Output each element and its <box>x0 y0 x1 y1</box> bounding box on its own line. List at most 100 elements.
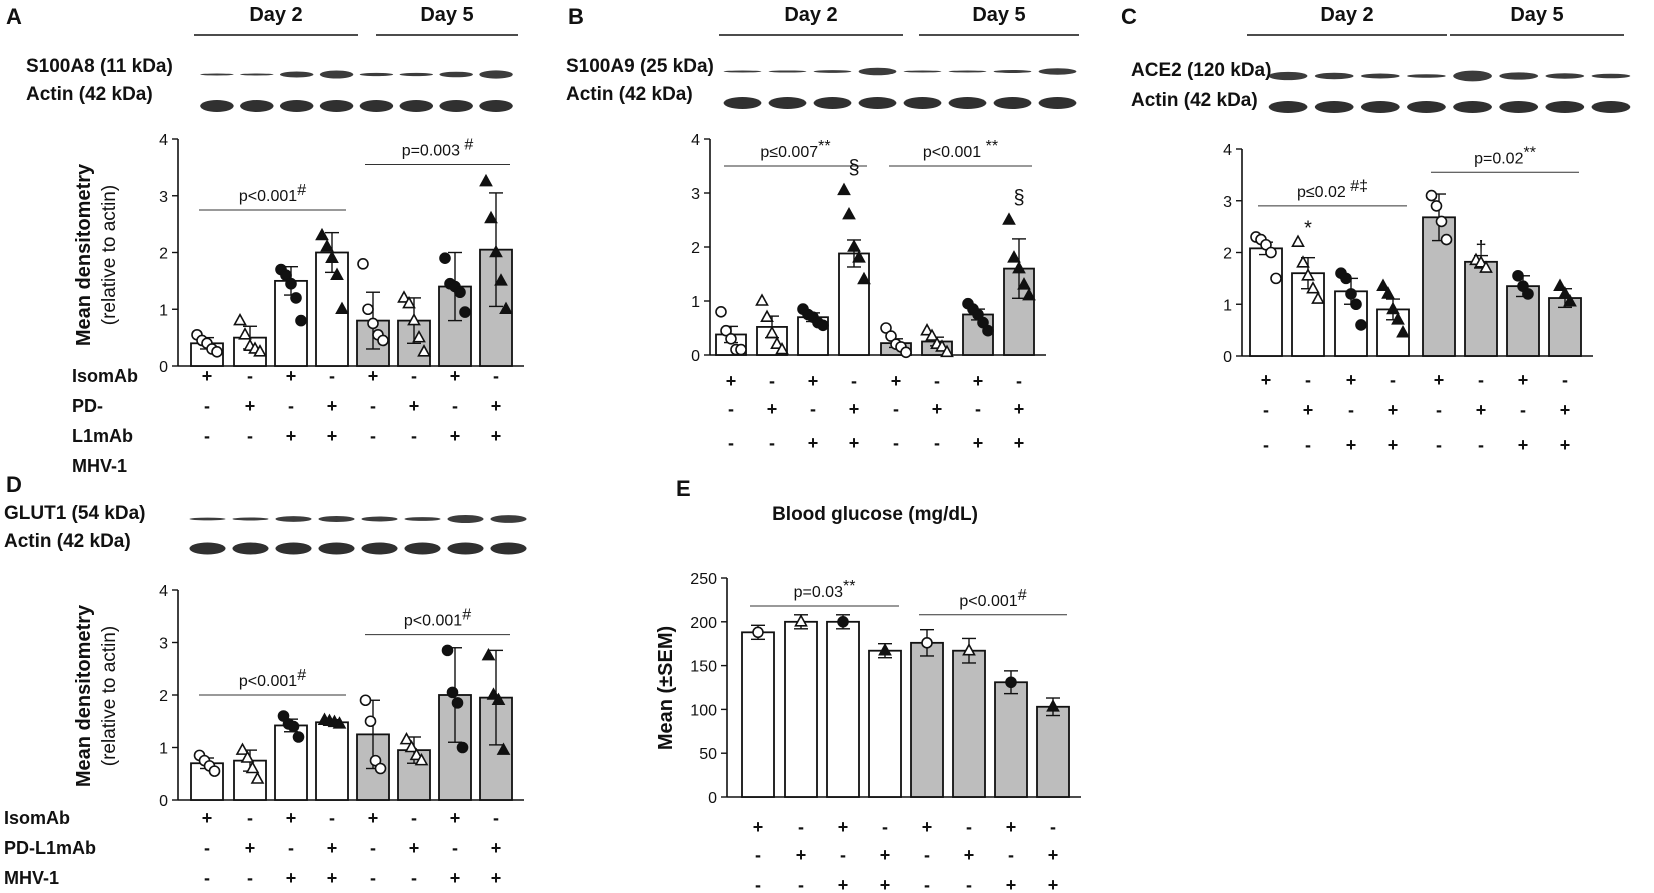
data-point <box>399 731 414 745</box>
treatment-sign: + <box>1014 433 1025 453</box>
treatment-sign: - <box>329 366 335 386</box>
blot-label: Actin (42 kDa) <box>26 84 153 105</box>
blot-band <box>1453 70 1492 82</box>
treatment-sign: - <box>728 433 734 453</box>
panel-letter: A <box>6 4 22 29</box>
blot-band <box>232 517 269 521</box>
bar <box>784 620 818 798</box>
treatment-sign: - <box>1305 435 1311 455</box>
blot-band <box>279 100 314 112</box>
data-point <box>404 739 419 753</box>
data-point <box>1005 676 1017 689</box>
p-value-text: p≤0.02 <box>1297 184 1346 201</box>
treatment-sign: - <box>370 396 376 416</box>
treatment-sign: + <box>368 366 379 386</box>
p-value-label: p<0.001# <box>959 587 1026 610</box>
data-point <box>362 303 374 316</box>
treatment-sign: + <box>838 817 849 837</box>
y-tick-label: 3 <box>159 189 168 206</box>
significance-symbol: # <box>1018 587 1027 604</box>
treatment-sign: - <box>247 868 253 888</box>
p-value-label: p≤0.02 #‡ <box>1297 178 1368 201</box>
y-tick-label: 200 <box>690 615 717 632</box>
data-point <box>235 742 250 755</box>
treatment-sign: - <box>247 366 253 386</box>
y-label-secondary: (relative to actin) <box>99 626 120 766</box>
blot-band <box>275 542 312 555</box>
blot-label: Actin (42 kDa) <box>566 84 693 105</box>
treatment-sign: - <box>966 875 972 893</box>
data-point <box>1306 281 1320 294</box>
blot-band <box>858 67 897 76</box>
data-point <box>295 314 307 327</box>
chart-title: Blood glucose (mg/dL) <box>772 504 978 525</box>
treatment-sign: - <box>1016 371 1022 391</box>
data-point <box>755 293 769 306</box>
treatment-sign: - <box>851 371 857 391</box>
data-point <box>1376 278 1390 291</box>
p-value-label: p<0.001 ** <box>923 138 998 161</box>
data-point <box>315 227 329 241</box>
data-point <box>1381 286 1395 299</box>
data-point <box>325 250 339 263</box>
treatment-sign: + <box>922 817 933 837</box>
data-point <box>489 244 503 258</box>
treatment-sign: - <box>411 366 417 386</box>
treatment-sign: - <box>798 875 804 893</box>
data-point <box>857 271 871 285</box>
treatment-sign: - <box>755 845 761 865</box>
blot-band <box>232 542 269 555</box>
treatment-sign: + <box>1048 845 1059 865</box>
significance-symbol: # <box>460 137 473 154</box>
data-point <box>1007 250 1021 263</box>
treatment-sign: - <box>728 399 734 419</box>
y-tick-label: 0 <box>159 793 168 810</box>
treatment-sign: - <box>288 396 294 416</box>
data-point <box>245 760 260 774</box>
treatment-sign: + <box>245 838 256 858</box>
data-point <box>1265 246 1277 259</box>
treatment-sign: + <box>1014 399 1025 419</box>
treatment-sign: - <box>370 838 376 858</box>
data-point <box>775 341 789 355</box>
significance-symbol: ** <box>843 578 855 595</box>
bar <box>826 620 860 798</box>
p-value-text: p<0.001 <box>239 673 297 690</box>
data-point <box>208 765 221 777</box>
data-point <box>1002 212 1016 225</box>
treatment-sign: + <box>1346 370 1357 390</box>
day-label: Day 5 <box>420 4 473 26</box>
data-point <box>441 644 454 657</box>
blot-band <box>490 542 527 555</box>
blot-band <box>993 97 1032 109</box>
day-label: Day 5 <box>1510 4 1563 26</box>
data-point <box>1430 200 1443 212</box>
treatment-sign: + <box>245 396 256 416</box>
data-point <box>1350 298 1362 311</box>
treatment-sign: + <box>1048 875 1059 893</box>
treatment-sign: + <box>1261 370 1272 390</box>
data-point <box>920 323 934 336</box>
treatment-sign: + <box>1560 400 1571 420</box>
treatment-sign: - <box>288 838 294 858</box>
treatment-sign: + <box>1346 435 1357 455</box>
treatment-sign: - <box>840 845 846 865</box>
blot-band <box>1499 101 1539 113</box>
data-point <box>1435 215 1448 228</box>
data-point <box>285 277 297 290</box>
y-label-secondary: (relative to actin) <box>99 185 120 325</box>
bar <box>315 721 349 801</box>
data-point <box>842 206 856 220</box>
data-point <box>481 647 496 661</box>
data-point <box>972 308 984 321</box>
data-point <box>837 615 849 628</box>
significance-symbol: # <box>297 182 306 199</box>
treatment-sign: - <box>1263 400 1269 420</box>
treatment-sign: - <box>204 838 210 858</box>
blot-band <box>279 71 314 78</box>
p-value-label: p=0.03** <box>794 578 856 601</box>
data-point <box>332 716 347 729</box>
treatment-sign: + <box>450 366 461 386</box>
y-tick-label: 100 <box>690 702 717 719</box>
